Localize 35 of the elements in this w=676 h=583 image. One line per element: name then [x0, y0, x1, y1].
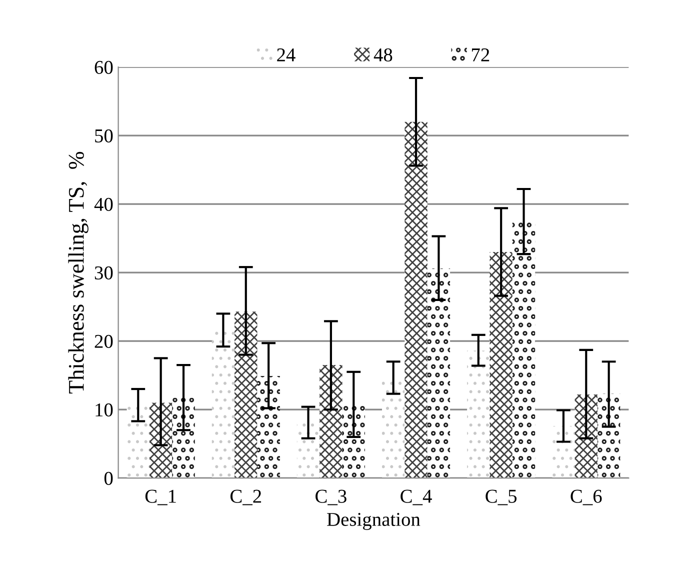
- x-tick-label: C_4: [400, 490, 432, 506]
- x-axis-title: Designation: [327, 512, 420, 530]
- x-tick-label: C_6: [570, 490, 602, 506]
- bar: [320, 365, 342, 478]
- bar: [552, 426, 575, 478]
- x-tick-label: C_2: [230, 490, 262, 506]
- bar: [212, 330, 235, 478]
- bar: [172, 398, 195, 478]
- bar: [234, 312, 258, 478]
- bar: [149, 402, 172, 478]
- legend-label: 72: [472, 48, 490, 62]
- bar: [404, 122, 428, 478]
- bar: [574, 394, 598, 478]
- bar: [490, 252, 512, 478]
- y-tick-label: 50: [95, 129, 113, 142]
- bar: [512, 222, 536, 478]
- y-tick-label: 10: [96, 403, 113, 416]
- y-axis-title: Thickness swelling, TS, %: [68, 152, 88, 394]
- y-tick-label: 0: [104, 472, 113, 485]
- y-tick-label: 40: [94, 198, 113, 211]
- x-tick-label: C_5: [486, 490, 517, 506]
- legend-label: 24: [277, 48, 296, 62]
- bar: [342, 404, 365, 478]
- x-tick-label: C_3: [316, 490, 346, 506]
- y-tick-label: 20: [94, 334, 113, 348]
- bar: [597, 394, 620, 478]
- bar: [257, 376, 280, 478]
- bar: [427, 268, 450, 478]
- bar: [467, 350, 490, 478]
- y-tick-label: 60: [94, 60, 113, 74]
- bar: [296, 422, 320, 478]
- x-tick-label: C_1: [145, 490, 176, 506]
- y-tick-label: 30: [94, 266, 113, 280]
- legend-label: 48: [374, 48, 392, 62]
- bar: [126, 405, 150, 478]
